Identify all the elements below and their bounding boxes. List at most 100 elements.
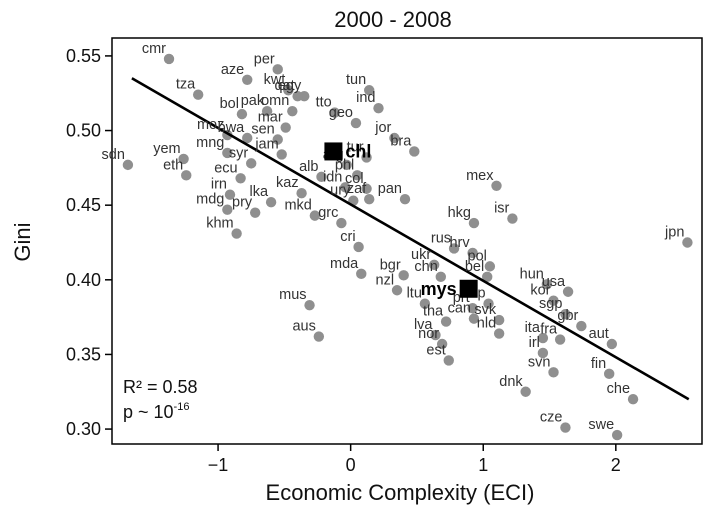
data-point-ltu xyxy=(419,298,431,309)
point-label-hun: hun xyxy=(520,266,544,282)
data-point-hrv xyxy=(467,247,478,259)
point-label-bgr: bgr xyxy=(380,257,401,273)
point-label-sgp: sgp xyxy=(539,296,562,312)
x-axis-label: Economic Complexity (ECI) xyxy=(266,480,535,505)
data-point-ind xyxy=(373,102,384,114)
point-label-per: per xyxy=(254,51,275,67)
data-point-irl xyxy=(537,347,549,359)
point-label-can: can xyxy=(448,301,471,317)
point-label-irn: irn xyxy=(211,177,227,193)
y-tick-label: 0.30 xyxy=(66,419,101,439)
y-tick-label: 0.45 xyxy=(66,195,101,215)
data-point-mng xyxy=(222,147,233,159)
data-point-col xyxy=(361,183,372,194)
point-label-bra: bra xyxy=(390,133,412,149)
data-point-kaz xyxy=(296,188,307,199)
data-point-per xyxy=(272,64,283,75)
data-point-tza xyxy=(192,89,204,100)
point-label-bol: bol xyxy=(220,96,239,112)
data-point-qat xyxy=(292,91,303,102)
point-label-fra: fra xyxy=(540,322,558,338)
data-point-kwt xyxy=(283,85,294,96)
point-label-che: che xyxy=(607,381,630,397)
highlight-label-mys: mys xyxy=(421,279,457,299)
point-label-qat: qat xyxy=(274,78,294,94)
data-point-irn xyxy=(224,189,236,200)
point-label-aus: aus xyxy=(292,319,315,335)
point-label-chn: chn xyxy=(414,259,437,275)
point-label-mar: mar xyxy=(258,110,283,126)
x-tick-label: 1 xyxy=(478,455,488,475)
data-point-svk xyxy=(493,314,505,326)
data-point-alb xyxy=(316,171,327,183)
data-point-arg xyxy=(341,159,352,171)
highlight-point-mys xyxy=(459,279,478,298)
point-label-fin: fin xyxy=(591,356,606,372)
data-point-pol xyxy=(484,261,496,272)
data-point-khm xyxy=(231,228,242,239)
point-label-ind: ind xyxy=(356,90,375,106)
data-point-zaf xyxy=(364,194,375,205)
point-label-rus: rus xyxy=(431,230,451,246)
point-label-tur: tur xyxy=(347,139,364,155)
data-point-can xyxy=(468,313,480,324)
point-label-cze: cze xyxy=(540,410,563,426)
data-point-grc xyxy=(336,217,347,229)
x-tick-label: 0 xyxy=(346,455,356,475)
point-label-khm: khm xyxy=(206,216,233,232)
point-label-ltu: ltu xyxy=(407,286,422,302)
point-label-zaf: zaf xyxy=(347,181,367,197)
highlight-point-chl xyxy=(324,142,343,161)
highlight-label-chl: chl xyxy=(345,141,371,161)
point-label-geo: geo xyxy=(329,105,353,121)
point-label-gbr: gbr xyxy=(557,308,578,324)
data-point-bra xyxy=(409,146,420,157)
chart-title: 2000 - 2008 xyxy=(334,7,451,32)
y-tick-label: 0.35 xyxy=(66,344,101,364)
point-label-bwa: bwa xyxy=(218,120,246,136)
r-squared-stat: R² = 0.58 xyxy=(123,377,198,397)
x-axis: −1 0 1 2 xyxy=(208,444,621,475)
point-label-nor: nor xyxy=(418,326,439,342)
point-label-swe: swe xyxy=(588,417,614,433)
data-points xyxy=(122,53,693,441)
data-point-isr xyxy=(507,213,518,224)
data-point-usa xyxy=(562,286,574,297)
data-point-pry xyxy=(249,207,261,218)
point-label-mda: mda xyxy=(330,256,359,272)
data-point-sdn xyxy=(122,159,134,171)
data-point-kor xyxy=(548,295,559,306)
data-point-fra xyxy=(554,334,566,345)
point-label-egy: egy xyxy=(278,78,302,94)
p-value-base: p ~ 10 xyxy=(123,402,174,422)
data-point-eth xyxy=(181,170,192,181)
data-point-mar xyxy=(280,122,291,133)
data-point-fin xyxy=(603,368,615,380)
point-label-ecu: ecu xyxy=(214,160,237,176)
p-value-exponent: -16 xyxy=(174,401,190,413)
point-label-dnk: dnk xyxy=(499,374,523,390)
point-label-usa: usa xyxy=(542,274,566,290)
data-point-nld xyxy=(493,328,505,339)
regression-line xyxy=(131,77,690,401)
point-label-irl: irl xyxy=(529,335,540,351)
plot-area-frame xyxy=(111,37,703,445)
point-label-tto: tto xyxy=(316,95,332,111)
data-point-svn xyxy=(548,367,559,378)
data-point-syr xyxy=(246,158,257,169)
point-label-alb: alb xyxy=(299,159,318,175)
p-value-stat: p ~ 10-16 xyxy=(123,401,189,422)
data-point-jpn xyxy=(682,237,693,248)
data-point-mex xyxy=(491,180,502,191)
data-point-sen xyxy=(272,134,283,145)
point-label-tza: tza xyxy=(176,77,196,93)
data-point-aus xyxy=(313,331,325,342)
data-point-lva xyxy=(430,329,441,341)
y-tick-label: 0.40 xyxy=(66,270,101,290)
y-tick-label: 0.55 xyxy=(66,46,101,66)
point-label-moz: moz xyxy=(197,117,224,133)
data-point-sgp xyxy=(560,308,571,320)
point-label-pry: pry xyxy=(232,195,253,211)
point-label-lva: lva xyxy=(414,317,433,333)
